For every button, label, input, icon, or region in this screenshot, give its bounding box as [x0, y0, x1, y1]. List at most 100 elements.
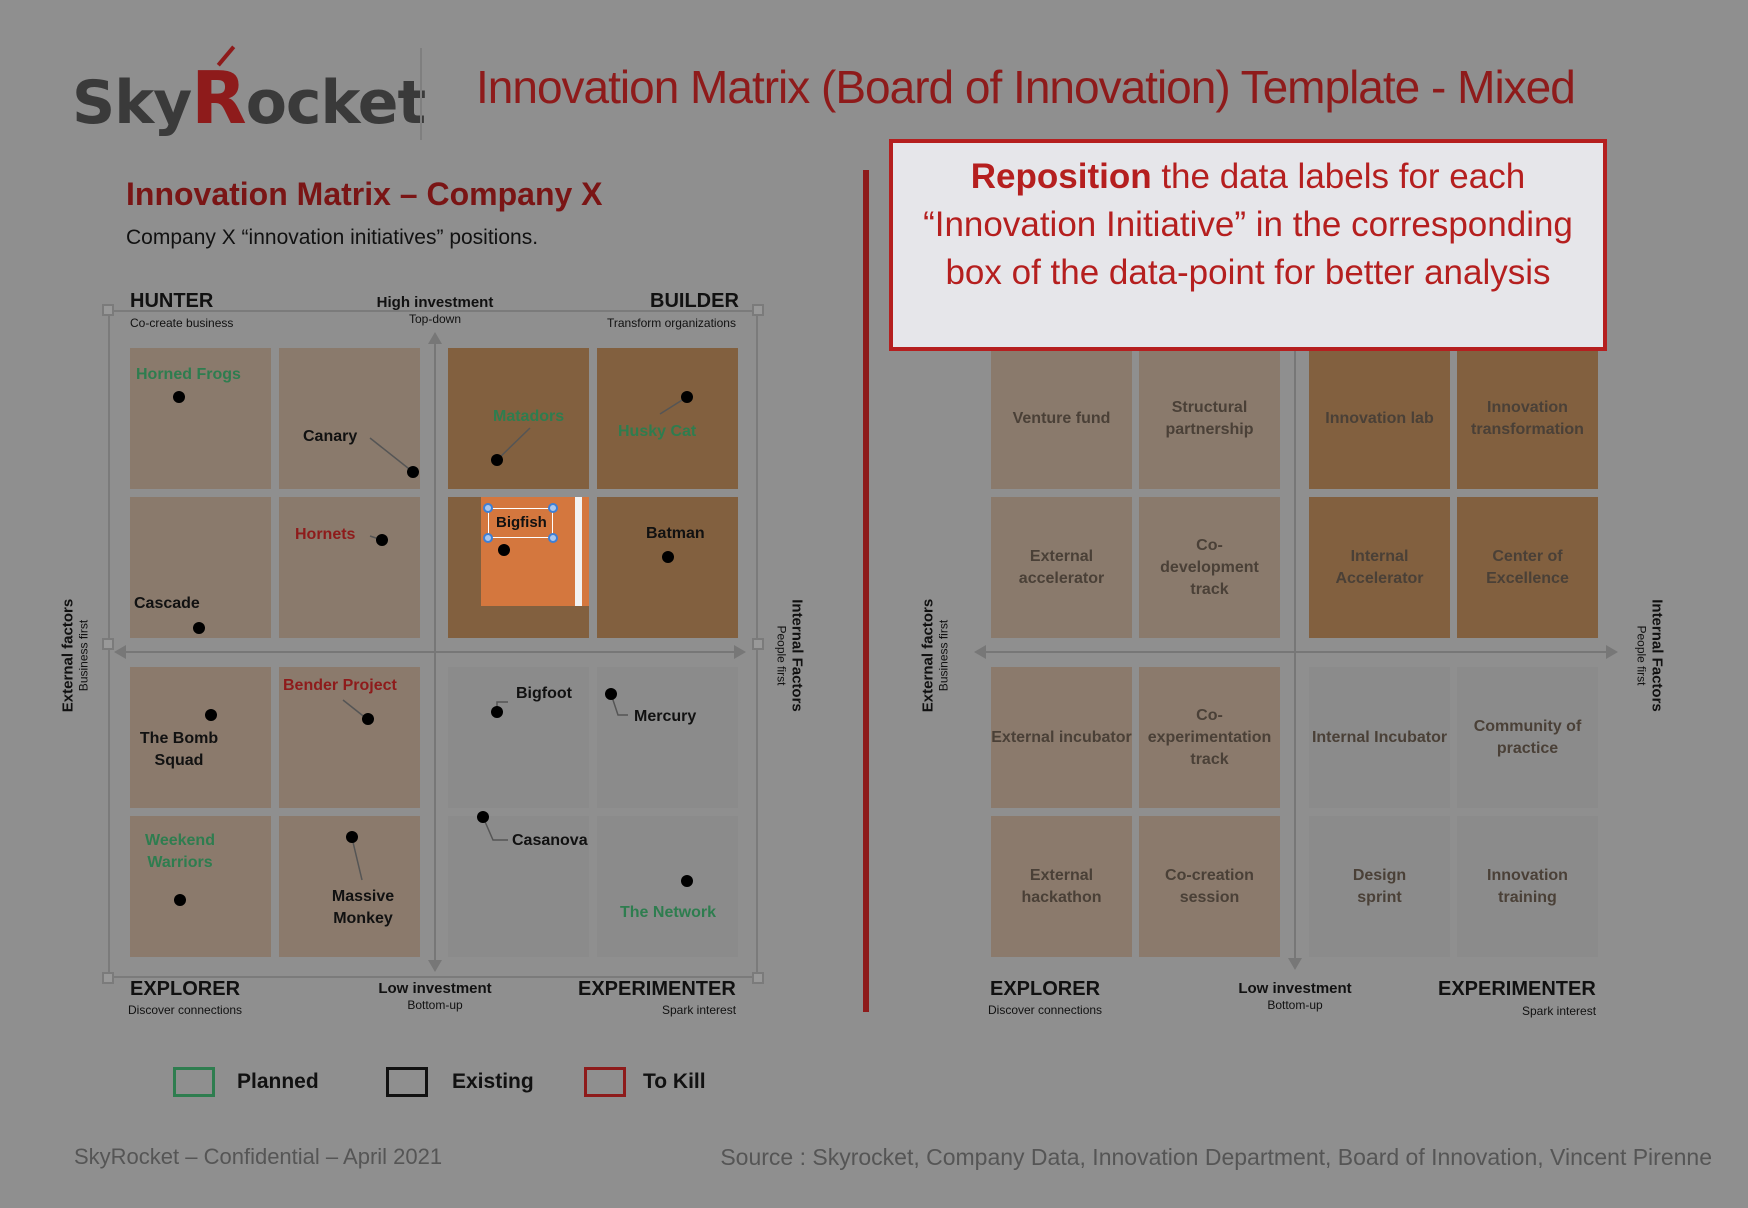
callout-text: the data labels for each “Innovation Ini… [923, 157, 1573, 292]
reference-cell-label: Internal Incubator [1311, 728, 1448, 746]
resize-handle[interactable] [483, 533, 493, 543]
reference-cell: Center of Excellence [1457, 497, 1598, 638]
point-label-mercury[interactable]: Mercury [634, 708, 697, 725]
point-label-bigfoot[interactable]: Bigfoot [516, 685, 572, 702]
data-point[interactable] [491, 706, 503, 718]
reference-cell-label: Design sprint [1352, 866, 1407, 906]
bottom-up-label: Bottom-up [407, 998, 463, 1012]
reference-cell: Structural partnership [1139, 348, 1280, 489]
reference-cell: External accelerator [991, 497, 1132, 638]
legend-kill-swatch [584, 1067, 626, 1097]
reference-cell: Co-experimentation track [1139, 667, 1280, 808]
legend-planned-swatch [173, 1067, 215, 1097]
point-label-massive-monkey[interactable]: Massive Monkey [331, 888, 395, 927]
text-selection-box[interactable] [488, 508, 553, 538]
people-first-label: People first [1634, 625, 1649, 686]
reference-cell-label: Innovation transformation [1471, 398, 1584, 438]
point-label-canary[interactable]: Canary [303, 428, 358, 445]
data-point[interactable] [193, 622, 205, 634]
legend-planned-label: Planned [237, 1070, 319, 1093]
data-point[interactable] [205, 709, 217, 721]
reference-cell: Innovation training [1457, 816, 1598, 957]
data-point[interactable] [498, 544, 510, 556]
data-point[interactable] [346, 831, 358, 843]
reference-cell: Community of practice [1457, 667, 1598, 808]
bottom-up-label: Bottom-up [1267, 998, 1323, 1012]
frame-handle[interactable] [102, 638, 114, 650]
point-label-cascade[interactable]: Cascade [134, 595, 200, 612]
data-point[interactable] [681, 391, 693, 403]
top-down-label: Top-down [408, 312, 462, 326]
point-label-casanova[interactable]: Casanova [512, 832, 588, 849]
point-label-bender-project[interactable]: Bender Project [283, 677, 397, 694]
data-point[interactable] [174, 894, 186, 906]
point-label-matadors[interactable]: Matadors [493, 408, 565, 425]
frame-handle[interactable] [752, 972, 764, 984]
point-label-husky-cat[interactable]: Husky Cat [618, 423, 697, 440]
reference-cell-label: Center of Excellence [1486, 547, 1569, 587]
arrow-right-icon [1606, 645, 1618, 659]
data-point[interactable] [681, 875, 693, 887]
reference-cell-label: External incubator [991, 728, 1132, 746]
data-point[interactable] [605, 688, 617, 700]
slide-title[interactable]: Innovation Matrix (Board of Innovation) … [476, 61, 1576, 113]
matrix-cell [130, 348, 271, 489]
data-point[interactable] [407, 466, 419, 478]
point-label-the-network[interactable]: The Network [620, 904, 717, 921]
matrix-subtitle[interactable]: Company X “innovation initiatives” posit… [126, 226, 539, 249]
point-label-weekend-warriors[interactable]: Weekend Warriors [145, 832, 215, 871]
data-point[interactable] [362, 713, 374, 725]
point-label-horned-frogs[interactable]: Horned Frogs [136, 366, 241, 383]
builder-label: BUILDER [650, 290, 739, 312]
data-point[interactable] [376, 534, 388, 546]
reference-cell-label: Venture fund [1012, 409, 1111, 427]
reference-cell-label: External hackathon [1021, 866, 1102, 906]
internal-factors-label: Internal Factors [1648, 599, 1666, 712]
data-point[interactable] [662, 551, 674, 563]
selection-bar [575, 497, 582, 606]
reference-cell: Innovation transformation [1457, 348, 1598, 489]
matrix-cell [448, 348, 589, 489]
arrow-up-icon [428, 332, 442, 344]
matrix-cell [597, 667, 738, 808]
reference-cell: Venture fund [991, 348, 1132, 489]
explorer-label: EXPLORER [990, 978, 1101, 1000]
logo-text-sky: Sky [72, 68, 192, 138]
footer-confidential: SkyRocket – Confidential – April 2021 [74, 1144, 443, 1169]
data-point[interactable] [173, 391, 185, 403]
frame-handle[interactable] [102, 304, 114, 316]
frame-handle[interactable] [752, 638, 764, 650]
matrix-cell [279, 667, 420, 808]
point-label-bigfish[interactable]: Bigfish [496, 514, 547, 531]
horizontal-axis [116, 651, 738, 653]
internal-factors-axis: Internal Factors People first [1635, 571, 1666, 741]
reference-cell-label: Innovation training [1487, 866, 1568, 906]
matrix-title[interactable]: Innovation Matrix – Company X [126, 176, 603, 212]
reference-cell: Internal Accelerator [1309, 497, 1450, 638]
point-label-bomb-squad[interactable]: The Bomb Squad [139, 730, 219, 769]
skyrocket-logo: SkyRocket [72, 40, 426, 140]
data-point[interactable] [491, 454, 503, 466]
callout-bold: Reposition [970, 157, 1152, 196]
resize-handle[interactable] [548, 533, 558, 543]
logo-text-ocket: ocket [245, 68, 426, 138]
reference-cell: Co-creation session [1139, 816, 1280, 957]
low-investment-label: Low investment [1238, 980, 1352, 997]
resize-handle[interactable] [548, 503, 558, 513]
instruction-callout[interactable]: Reposition the data labels for each “Inn… [889, 139, 1607, 351]
point-label-hornets[interactable]: Hornets [295, 526, 356, 543]
reference-cell-label: Internal Accelerator [1335, 547, 1424, 587]
external-factors-label: External factors [919, 598, 937, 713]
horizontal-axis [980, 651, 1612, 653]
hunter-sublabel: Co-create business [130, 316, 234, 330]
resize-handle[interactable] [483, 503, 493, 513]
point-label-batman[interactable]: Batman [646, 525, 705, 542]
frame-handle[interactable] [102, 972, 114, 984]
high-investment-label: High investment [376, 294, 494, 311]
reference-cell-label: Community of practice [1473, 717, 1582, 757]
frame-handle[interactable] [752, 304, 764, 316]
legend-existing-label: Existing [452, 1070, 534, 1093]
data-point[interactable] [477, 811, 489, 823]
matrix-cell [279, 497, 420, 638]
reference-cell-label: Structural partnership [1165, 398, 1254, 438]
